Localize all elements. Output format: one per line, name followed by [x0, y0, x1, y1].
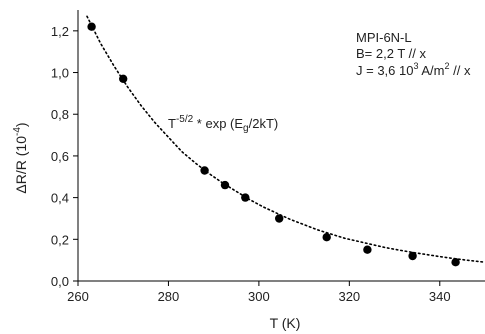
data-points [87, 22, 460, 267]
data-point [200, 166, 209, 175]
y-tick-label: 0,8 [51, 107, 69, 122]
data-point [220, 180, 230, 190]
y-tick-label: 0,0 [51, 274, 69, 289]
y-tick-label: 0,6 [51, 149, 69, 164]
data-point [322, 233, 331, 242]
y-tick-label: 0,4 [51, 191, 69, 206]
data-point [451, 258, 460, 267]
data-point [363, 245, 372, 254]
axes [77, 10, 485, 282]
data-point [241, 193, 250, 202]
x-axis-title: T (K) [270, 315, 301, 331]
data-point [408, 251, 417, 261]
data-point [87, 22, 96, 31]
ticks: 260 280 300 320 340 0,0 0,2 0,4 0,6 0,8 1,0 1,2 [51, 24, 451, 304]
annotation-current: J = 3,6 103 A/m2 // x [356, 61, 471, 78]
x-tick-label: 340 [429, 289, 451, 304]
y-axis-title: ΔR/R (10-4) [12, 122, 29, 193]
annotation-field: B= 2,2 T // x [356, 46, 426, 61]
x-tick-label: 260 [67, 289, 89, 304]
data-point [119, 74, 128, 84]
data-point [275, 214, 284, 223]
x-tick-label: 280 [158, 289, 180, 304]
sample-annotation: MPI-6N-L B= 2,2 T // x J = 3,6 103 A/m2 … [356, 30, 471, 78]
fit-formula-label: T-5/2 * exp (Eg/2kT) [168, 114, 278, 134]
annotation-sample-name: MPI-6N-L [356, 30, 412, 45]
y-tick-label: 1,2 [51, 24, 69, 39]
x-tick-label: 320 [338, 289, 360, 304]
y-tick-label: 0,2 [51, 232, 69, 247]
x-tick-label: 300 [248, 289, 270, 304]
y-tick-label: 1,0 [51, 66, 69, 81]
